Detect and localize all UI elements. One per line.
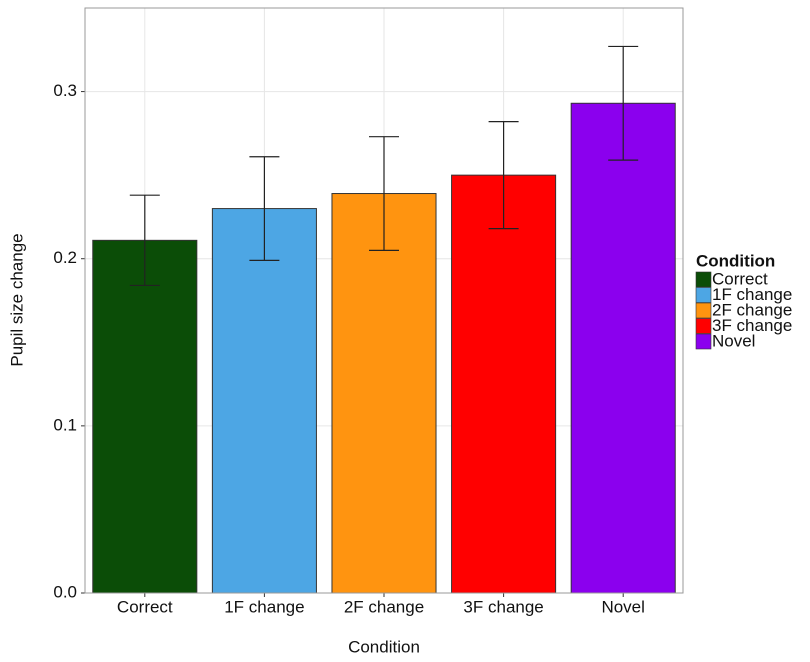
y-tick-label: 0.2 bbox=[53, 248, 77, 267]
bar bbox=[92, 239, 198, 594]
legend-label: 1F change bbox=[712, 285, 792, 304]
bar bbox=[331, 193, 437, 594]
x-tick-label: Novel bbox=[601, 597, 644, 616]
y-tick-label: 0.3 bbox=[53, 81, 77, 100]
plot-border bbox=[84, 7, 684, 594]
y-tick-label: 0.1 bbox=[53, 415, 77, 434]
x-tick-label: 2F change bbox=[344, 597, 424, 616]
x-axis-label: Condition bbox=[348, 637, 420, 656]
error-bar bbox=[129, 194, 160, 287]
error-bar bbox=[608, 45, 639, 161]
x-tick-label: 3F change bbox=[463, 597, 543, 616]
legend-key bbox=[695, 333, 712, 350]
error-bar bbox=[369, 136, 399, 251]
bar bbox=[211, 208, 317, 594]
bar bbox=[451, 174, 557, 594]
legend-label: Correct bbox=[712, 269, 768, 288]
legend-key bbox=[695, 318, 712, 334]
error-bar bbox=[488, 121, 519, 230]
bar bbox=[570, 102, 676, 594]
x-tick-label: 1F change bbox=[224, 597, 304, 616]
legend-key bbox=[695, 302, 712, 319]
legend-label: Novel bbox=[712, 331, 755, 350]
legend-key bbox=[695, 287, 712, 303]
legend-label: 2F change bbox=[712, 300, 792, 319]
y-axis-label: Pupil size change bbox=[7, 233, 26, 366]
x-tick-label: Correct bbox=[117, 597, 173, 616]
y-tick-label: 0.0 bbox=[53, 582, 77, 601]
legend-key bbox=[695, 271, 712, 288]
legend-title: Condition bbox=[696, 251, 775, 270]
error-bar bbox=[249, 156, 280, 261]
legend-label: 3F change bbox=[712, 316, 792, 335]
